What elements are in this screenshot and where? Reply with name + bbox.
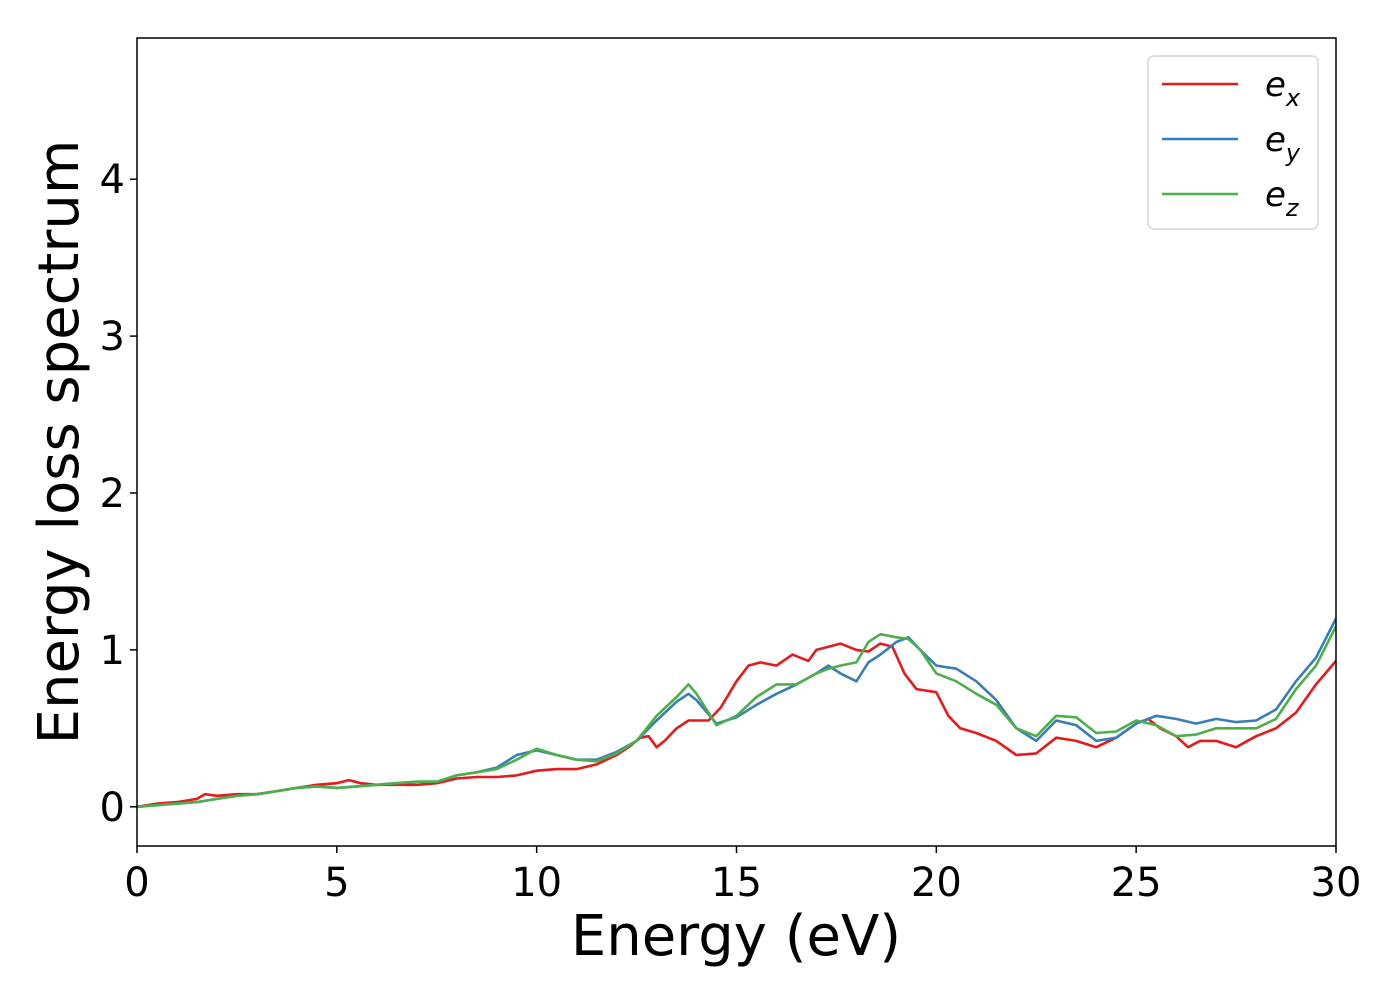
y-tick-label: 0 bbox=[100, 785, 125, 831]
y-tick-label: 3 bbox=[100, 314, 125, 360]
series-layer bbox=[137, 617, 1336, 809]
legend-label-x: ex bbox=[1265, 65, 1301, 112]
x-tick-label: 15 bbox=[711, 860, 762, 906]
y-tick-label: 1 bbox=[100, 628, 125, 674]
x-tick-label: 5 bbox=[324, 860, 349, 906]
x-axis-label: Energy (eV) bbox=[571, 904, 901, 969]
y-axis: 0 1 2 3 4 bbox=[100, 157, 137, 831]
x-tick-label: 10 bbox=[511, 860, 562, 906]
x-tick-label: 30 bbox=[1311, 860, 1362, 906]
y-tick-label: 4 bbox=[100, 157, 125, 203]
x-tick-label: 25 bbox=[1111, 860, 1162, 906]
x-axis: 0 5 10 15 20 25 30 bbox=[124, 846, 1361, 906]
x-tick-label: 20 bbox=[911, 860, 962, 906]
y-tick-label: 2 bbox=[100, 471, 125, 517]
legend-label-z: ez bbox=[1265, 175, 1300, 222]
legend-box bbox=[1147, 55, 1319, 230]
series-line-e-y bbox=[137, 617, 1336, 809]
x-tick-label: 0 bbox=[124, 860, 149, 906]
legend: ex ey ez bbox=[1147, 55, 1319, 230]
legend-label-y: ey bbox=[1265, 120, 1301, 167]
y-axis-label: Energy loss spectrum bbox=[27, 140, 92, 745]
series-line-e-z bbox=[137, 625, 1336, 809]
